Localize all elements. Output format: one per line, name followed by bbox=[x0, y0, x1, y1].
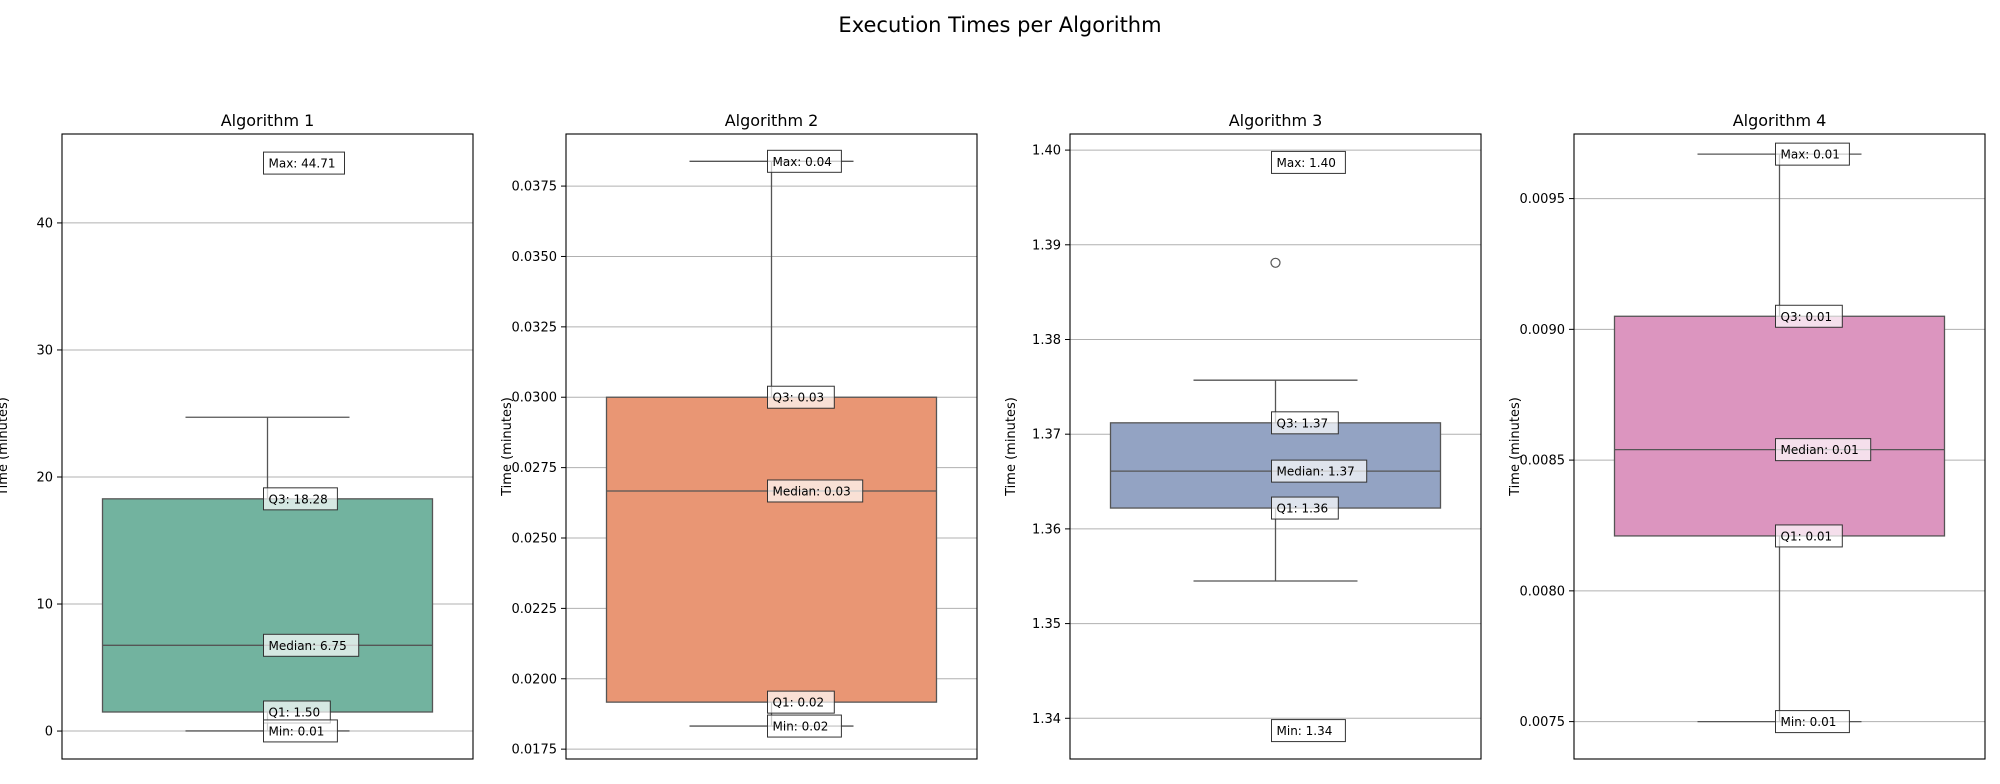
figure-title: Execution Times per Algorithm bbox=[838, 13, 1161, 37]
annotation-box-max bbox=[1775, 142, 1850, 166]
y-tick-label: 0.0350 bbox=[512, 250, 558, 265]
annotation-min: Min: 0.01 bbox=[269, 724, 325, 738]
iqr-box bbox=[1613, 315, 1946, 537]
y-tick-label: 0.0095 bbox=[1520, 192, 1566, 207]
y-tick-label: 30 bbox=[36, 343, 53, 358]
y-tick-label: 0.0375 bbox=[512, 180, 558, 195]
annotation-max: Max: 44.71 bbox=[269, 157, 336, 171]
annotation-box-min bbox=[767, 714, 842, 738]
y-tick-label: 1.35 bbox=[1032, 617, 1061, 632]
annotation-q3: Q3: 0.03 bbox=[773, 391, 825, 405]
y-tick-label: 0 bbox=[45, 725, 53, 740]
annotation-max: Max: 0.01 bbox=[1781, 148, 1840, 162]
annotation-box-min bbox=[1775, 710, 1850, 734]
annotation-q3: Q3: 18.28 bbox=[269, 492, 328, 506]
axes-frame bbox=[61, 133, 474, 760]
annotation-box-q1 bbox=[767, 690, 835, 714]
annotation-box-min bbox=[1271, 719, 1346, 743]
y-tick-label: 0.0175 bbox=[512, 743, 558, 758]
annotation-box-max bbox=[767, 149, 842, 173]
annotation-max: Max: 0.04 bbox=[773, 155, 832, 169]
y-tick-label: 0.0250 bbox=[512, 531, 558, 546]
annotation-box-median bbox=[767, 479, 864, 503]
iqr-box bbox=[101, 498, 434, 713]
y-tick-label: 20 bbox=[36, 470, 53, 485]
panel-title: Algorithm 3 bbox=[1229, 111, 1323, 130]
y-tick-label: 0.0275 bbox=[512, 461, 558, 476]
y-tick-label: 0.0085 bbox=[1520, 454, 1566, 469]
y-tick-label: 0.0325 bbox=[512, 320, 558, 335]
y-tick-label: 1.36 bbox=[1032, 522, 1061, 537]
box-plot-panel-4: 0.0075 0.0080 0.0085 0.0090 0.0095 Max: 0.01 Q… bbox=[1508, 111, 1986, 760]
annotation-median: Median: 1.37 bbox=[1277, 465, 1355, 479]
annotation-box-median bbox=[1775, 438, 1872, 462]
annotation-min: Min: 0.02 bbox=[773, 720, 829, 734]
box-plot-panel-3: 1.34 1.35 1.36 1.37 1.38 1.39 1.40 Max: 1.40 Q3:… bbox=[1004, 111, 1482, 760]
y-tick-label: 0.0300 bbox=[512, 391, 558, 406]
y-tick-label: 1.40 bbox=[1032, 144, 1061, 159]
annotation-box-q3 bbox=[1775, 304, 1843, 328]
annotation-median: Median: 6.75 bbox=[269, 639, 347, 653]
annotation-min: Min: 1.34 bbox=[1277, 724, 1333, 738]
y-axis-label: Time (minutes) bbox=[1004, 397, 1019, 497]
box-plot-panel-1: 0 10 20 30 40 Max: 44.71 Q3: 18.28 Median: 6.75… bbox=[0, 111, 474, 760]
axes-frame bbox=[1573, 133, 1986, 760]
axes-frame bbox=[565, 133, 978, 760]
iqr-box bbox=[605, 396, 938, 703]
annotation-median: Median: 0.03 bbox=[773, 484, 851, 498]
y-tick-label: 40 bbox=[36, 216, 53, 231]
annotation-q1: Q1: 0.01 bbox=[1781, 529, 1833, 543]
y-tick-label: 10 bbox=[36, 598, 53, 613]
annotation-q1: Q1: 0.02 bbox=[773, 696, 825, 710]
annotation-box-q3 bbox=[263, 487, 338, 511]
annotation-box-q1 bbox=[1271, 496, 1339, 520]
annotation-box-q3 bbox=[1271, 411, 1339, 435]
y-tick-label: 1.39 bbox=[1032, 238, 1061, 253]
annotation-min: Min: 0.01 bbox=[1781, 715, 1837, 729]
panels: 0 10 20 30 40 Max: 44.71 Q3: 18.28 Median: 6.75… bbox=[0, 111, 1986, 760]
y-axis-label: Time (minutes) bbox=[1508, 397, 1523, 497]
annotation-box-min bbox=[263, 719, 338, 743]
panel-title: Algorithm 2 bbox=[725, 111, 819, 130]
annotation-max: Max: 1.40 bbox=[1277, 156, 1336, 170]
annotation-box-q1 bbox=[1775, 524, 1843, 548]
y-tick-label: 0.0090 bbox=[1520, 323, 1566, 338]
y-tick-label: 1.37 bbox=[1032, 428, 1061, 443]
panel-title: Algorithm 4 bbox=[1733, 111, 1827, 130]
annotation-q1: Q1: 1.36 bbox=[1277, 502, 1329, 516]
y-axis-label: Time (minutes) bbox=[500, 397, 515, 497]
annotation-q3: Q3: 1.37 bbox=[1277, 416, 1329, 430]
y-tick-label: 0.0225 bbox=[512, 602, 558, 617]
annotation-median: Median: 0.01 bbox=[1781, 443, 1859, 457]
y-tick-label: 1.34 bbox=[1032, 712, 1061, 727]
y-tick-label: 0.0080 bbox=[1520, 584, 1566, 599]
box-plot-panel-2: 0.0175 0.0200 0.0225 0.0250 0.0275 0.0300 0.03… bbox=[500, 111, 978, 760]
y-tick-label: 1.38 bbox=[1032, 333, 1061, 348]
annotation-box-max bbox=[1271, 150, 1346, 174]
annotation-box-median bbox=[1271, 459, 1368, 483]
y-axis-label: Time (minutes) bbox=[0, 397, 11, 497]
annotation-box-max bbox=[263, 151, 345, 175]
axes-frame bbox=[1069, 133, 1482, 760]
outlier-point bbox=[1270, 257, 1281, 268]
panel-title: Algorithm 1 bbox=[221, 111, 315, 130]
annotation-box-median bbox=[263, 633, 360, 657]
y-tick-label: 0.0075 bbox=[1520, 715, 1566, 730]
annotation-q1: Q1: 1.50 bbox=[269, 705, 321, 719]
annotation-q3: Q3: 0.01 bbox=[1781, 310, 1833, 324]
y-tick-label: 0.0200 bbox=[512, 672, 558, 687]
annotation-box-q3 bbox=[767, 385, 835, 409]
